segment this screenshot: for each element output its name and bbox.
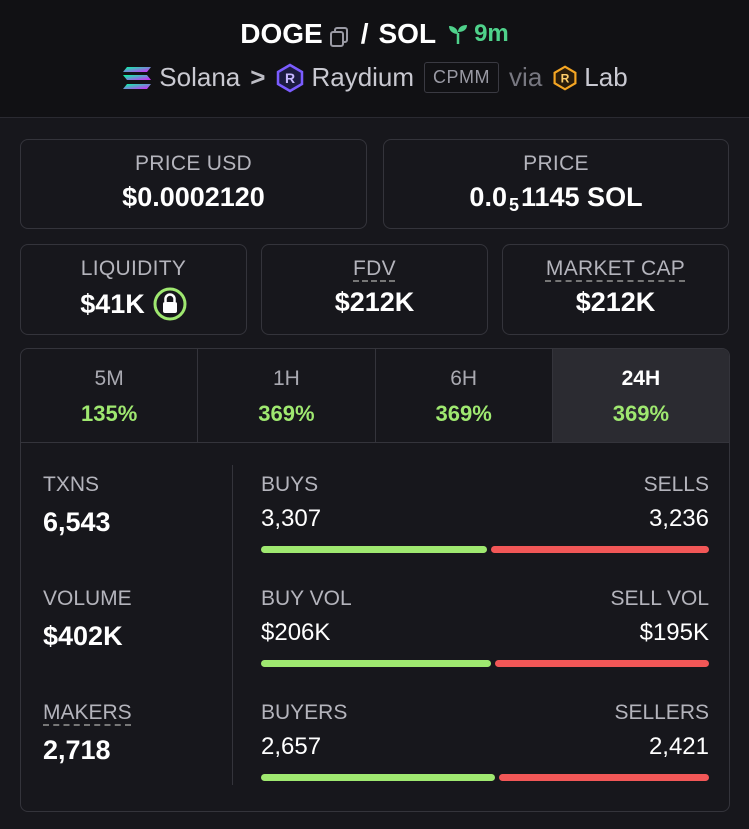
- buyers-sellers-bar: [261, 774, 709, 781]
- copy-icon[interactable]: [329, 23, 351, 47]
- tab-change: 369%: [258, 401, 315, 426]
- buys-sells-row: BUYS SELLS 3,307 3,236: [261, 473, 709, 553]
- sell-bar: [495, 660, 709, 667]
- summary-column: TXNS 6,543 VOLUME $402K MAKERS 2,718: [21, 465, 233, 785]
- price-native-label: PRICE: [523, 152, 589, 175]
- pair-header: DOGE / SOL 9m: [0, 0, 749, 118]
- price-native-prefix: 0.0: [469, 182, 507, 212]
- market-cap-card: MARKET CAP $212K: [502, 244, 729, 335]
- launchpad-name: Lab: [584, 62, 628, 92]
- price-usd-card: PRICE USD $0.0002120: [20, 139, 367, 229]
- timeframe-tabs: 5M 135% 1H 369% 6H 369% 24H 369%: [21, 349, 729, 443]
- market-cap-label[interactable]: MARKET CAP: [545, 257, 686, 280]
- age-text: 9m: [474, 20, 509, 47]
- lab-icon: R: [553, 64, 577, 91]
- buyers-label: BUYERS: [261, 701, 348, 724]
- liquidity-value-row: $41K: [21, 287, 246, 321]
- tab-change: 135%: [80, 401, 138, 426]
- makers-stat: MAKERS 2,718: [43, 701, 132, 766]
- breadcrumb: Solana > R Raydium CPMM via R Lab: [0, 62, 749, 93]
- timeframe-panel: 5M 135% 1H 369% 6H 369% 24H 369% TXNS 6,…: [20, 348, 730, 812]
- lock-icon[interactable]: [153, 287, 187, 321]
- buys-sells-bar: [261, 546, 709, 553]
- price-native-suffix: 1145 SOL: [520, 182, 643, 212]
- txns-value: 6,543: [43, 507, 111, 537]
- volume-bar: [261, 660, 709, 667]
- tab-label: 1H: [272, 367, 300, 390]
- sellers-label: SELLERS: [614, 701, 709, 724]
- market-cap-value: $212K: [575, 287, 656, 317]
- tab-label: 24H: [621, 367, 661, 390]
- sells-label: SELLS: [643, 473, 709, 496]
- liquidity-card: LIQUIDITY $41K: [20, 244, 247, 335]
- fdv-card: FDV $212K: [261, 244, 488, 335]
- sell-bar: [491, 546, 709, 553]
- txns-label: TXNS: [43, 473, 100, 496]
- tab-1h[interactable]: 1H 369%: [198, 349, 376, 442]
- makers-label[interactable]: MAKERS: [43, 701, 132, 724]
- pair-title: DOGE / SOL 9m: [0, 18, 749, 50]
- base-token-symbol: DOGE: [240, 18, 323, 49]
- price-native-card: PRICE 0.0 5 1145 SOL: [383, 139, 729, 229]
- liquidity-value: $41K: [80, 288, 145, 319]
- tab-24h[interactable]: 24H 369%: [552, 349, 729, 442]
- via-label: via: [509, 62, 543, 92]
- buy-bar: [261, 660, 492, 667]
- quote-token-symbol: SOL: [378, 18, 437, 49]
- buys-label: BUYS: [261, 473, 319, 496]
- volume-label: VOLUME: [43, 587, 132, 610]
- pool-type-badge: CPMM: [424, 62, 500, 93]
- dex-name: Raydium: [311, 62, 415, 92]
- price-usd-value: $0.0002120: [122, 182, 265, 212]
- buy-bar: [261, 774, 496, 781]
- chain-name: Solana: [159, 62, 241, 92]
- svg-text:R: R: [561, 71, 570, 85]
- volume-stat: VOLUME $402K: [43, 587, 132, 652]
- fdv-label[interactable]: FDV: [353, 257, 396, 280]
- makers-value: 2,718: [43, 735, 111, 765]
- tab-change: 369%: [612, 401, 670, 426]
- seedling-icon: [449, 25, 468, 44]
- sells-value: 3,236: [648, 505, 709, 532]
- tab-5m[interactable]: 5M 135%: [21, 349, 199, 442]
- tab-change: 369%: [435, 401, 492, 426]
- buyers-sellers-row: BUYERS SELLERS 2,657 2,421: [261, 701, 709, 781]
- breakdown-column: BUYS SELLS 3,307 3,236 BUY VOL SELL VOL: [261, 443, 711, 811]
- raydium-icon: R: [277, 63, 304, 92]
- volume-split-row: BUY VOL SELL VOL $206K $195K: [261, 587, 709, 667]
- sell-bar: [499, 774, 709, 781]
- tab-label: 6H: [450, 367, 478, 390]
- dex-link[interactable]: R Raydium: [275, 62, 414, 93]
- svg-text:R: R: [285, 70, 295, 86]
- pair-age: 9m: [446, 20, 509, 48]
- sell-vol-value: $195K: [639, 619, 709, 646]
- price-native-value: 0.0 5 1145 SOL: [384, 182, 728, 215]
- launchpad-link[interactable]: R Lab: [552, 62, 628, 93]
- price-usd-label: PRICE USD: [134, 152, 253, 175]
- tab-6h[interactable]: 6H 369%: [376, 349, 553, 442]
- sellers-value: 2,421: [648, 733, 709, 760]
- chevron-right-icon: >: [250, 62, 266, 92]
- trade-stats: TXNS 6,543 VOLUME $402K MAKERS 2,718 BUY…: [21, 443, 729, 811]
- chain-link[interactable]: Solana: [121, 62, 240, 93]
- sell-vol-label: SELL VOL: [610, 587, 709, 610]
- buy-bar: [261, 546, 488, 553]
- buy-vol-label: BUY VOL: [261, 587, 352, 610]
- solana-icon: [123, 66, 152, 89]
- buys-value: 3,307: [261, 505, 322, 532]
- volume-value: $402K: [43, 621, 123, 651]
- buy-vol-value: $206K: [261, 619, 331, 646]
- txns-stat: TXNS 6,543: [43, 473, 111, 538]
- fdv-value: $212K: [334, 287, 415, 317]
- pair-separator: /: [360, 18, 369, 49]
- price-native-zero-count: 5: [508, 195, 519, 215]
- liquidity-label: LIQUIDITY: [80, 257, 187, 280]
- buyers-value: 2,657: [261, 733, 322, 760]
- tab-label: 5M: [94, 367, 124, 390]
